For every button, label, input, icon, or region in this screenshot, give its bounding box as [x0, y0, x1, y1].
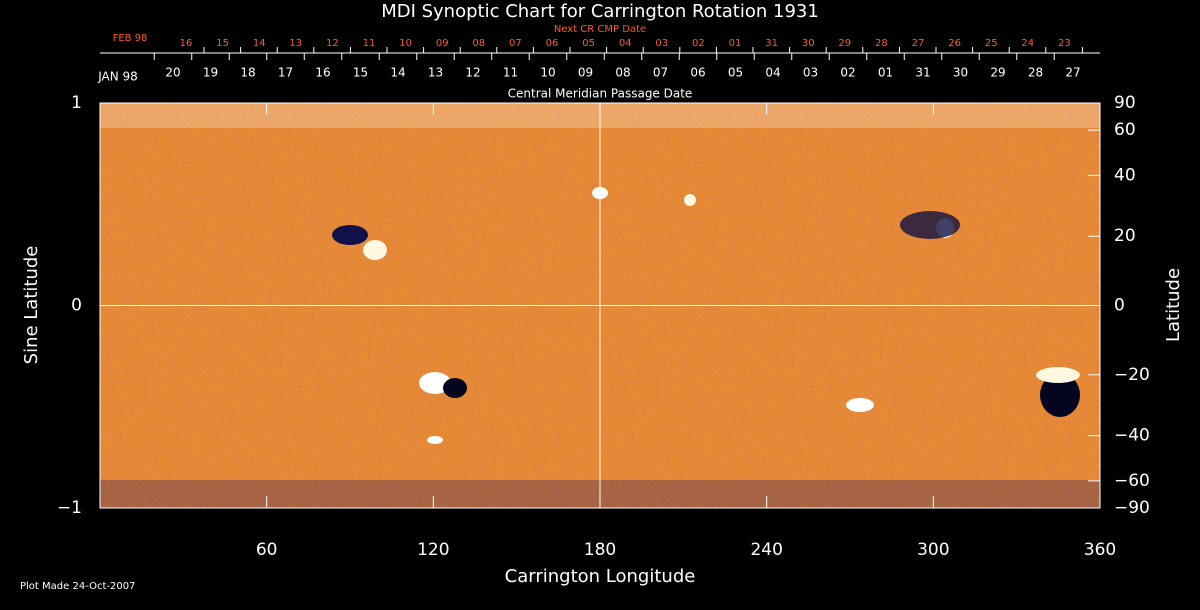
- next-cr-day: 30: [802, 38, 815, 49]
- cmp-day: 14: [390, 66, 405, 80]
- y2-tick-label: −20: [1114, 365, 1150, 385]
- cmp-day: 12: [465, 66, 480, 80]
- cmp-day: 30: [953, 66, 968, 80]
- next-cr-day: 09: [436, 38, 449, 49]
- x-tick-label: 180: [584, 540, 616, 560]
- y2-tick-label: 90: [1114, 93, 1136, 113]
- cmp-day: 31: [915, 66, 930, 80]
- cmp-day: 11: [503, 66, 518, 80]
- cmp-day: 16: [315, 66, 330, 80]
- next-cr-day: 14: [253, 38, 266, 49]
- cmp-month: JAN 98: [97, 70, 138, 84]
- y-tick-label: −1: [57, 498, 82, 518]
- x-axis-title: Carrington Longitude: [505, 566, 696, 587]
- y2-tick-label: 0: [1114, 296, 1125, 316]
- next-cr-day: 28: [875, 38, 888, 49]
- next-cr-month: FEB 98: [113, 33, 148, 44]
- next-cr-day: 06: [546, 38, 559, 49]
- cmp-day: 08: [615, 66, 630, 80]
- cmp-day: 03: [803, 66, 818, 80]
- cmp-day: 19: [203, 66, 218, 80]
- y-axis-title: Sine Latitude: [21, 246, 42, 365]
- next-cr-day: 12: [326, 38, 339, 49]
- chart-title: MDI Synoptic Chart for Carrington Rotati…: [381, 1, 819, 22]
- cmp-day: 02: [840, 66, 855, 80]
- y2-tick-label: −40: [1114, 426, 1150, 446]
- y2-tick-label: 20: [1114, 226, 1136, 246]
- next-cr-day: 16: [180, 38, 193, 49]
- y-tick-label: 1: [71, 93, 82, 113]
- x-tick-label: 120: [417, 540, 449, 560]
- next-cr-day: 07: [509, 38, 522, 49]
- next-cr-day: 23: [1058, 38, 1071, 49]
- cmp-label: Central Meridian Passage Date: [508, 87, 693, 101]
- cmp-day: 13: [428, 66, 443, 80]
- footer: Plot Made 24-Oct-2007: [20, 581, 135, 592]
- cmp-day: 15: [353, 66, 368, 80]
- cmp-day: 28: [1028, 66, 1043, 80]
- x-tick-label: 360: [1084, 540, 1116, 560]
- next-cr-day: 04: [619, 38, 632, 49]
- next-cr-day: 05: [582, 38, 595, 49]
- y-tick-label: 0: [71, 296, 82, 316]
- cmp-day: 10: [540, 66, 555, 80]
- next-cr-day: 15: [216, 38, 229, 49]
- next-cr-day: 26: [948, 38, 961, 49]
- next-cr-day: 29: [838, 38, 851, 49]
- next-cr-day: 02: [692, 38, 705, 49]
- cmp-day: 04: [765, 66, 780, 80]
- cmp-day: 09: [578, 66, 593, 80]
- next-cr-label: Next CR CMP Date: [554, 24, 646, 35]
- next-cr-day: 03: [655, 38, 668, 49]
- cmp-day: 18: [240, 66, 255, 80]
- next-cr-day: 31: [765, 38, 778, 49]
- next-cr-day: 11: [363, 38, 376, 49]
- cmp-day: 20: [165, 66, 180, 80]
- next-cr-day: 27: [912, 38, 925, 49]
- cmp-day: 07: [653, 66, 668, 80]
- active-regions: [332, 187, 1080, 444]
- cmp-day: 05: [728, 66, 743, 80]
- cmp-day: 27: [1065, 66, 1080, 80]
- cmp-day: 17: [278, 66, 293, 80]
- y2-tick-label: 40: [1114, 165, 1136, 185]
- cmp-day: 29: [990, 66, 1005, 80]
- next-cr-day: 08: [472, 38, 485, 49]
- x-tick-label: 240: [750, 540, 782, 560]
- y2-tick-label: −90: [1114, 498, 1150, 518]
- y2-tick-label: −60: [1114, 471, 1150, 491]
- cmp-day: 06: [690, 66, 705, 80]
- x-tick-label: 300: [917, 540, 949, 560]
- next-cr-day: 01: [729, 38, 742, 49]
- x-tick-label: 60: [256, 540, 278, 560]
- y2-tick-label: 60: [1114, 120, 1136, 140]
- next-cr-day: 10: [399, 38, 412, 49]
- cmp-day: 01: [878, 66, 893, 80]
- y2-axis-title: Latitude: [1163, 268, 1184, 342]
- next-cr-day: 25: [985, 38, 998, 49]
- next-cr-day: 13: [289, 38, 302, 49]
- next-cr-day: 24: [1021, 38, 1034, 49]
